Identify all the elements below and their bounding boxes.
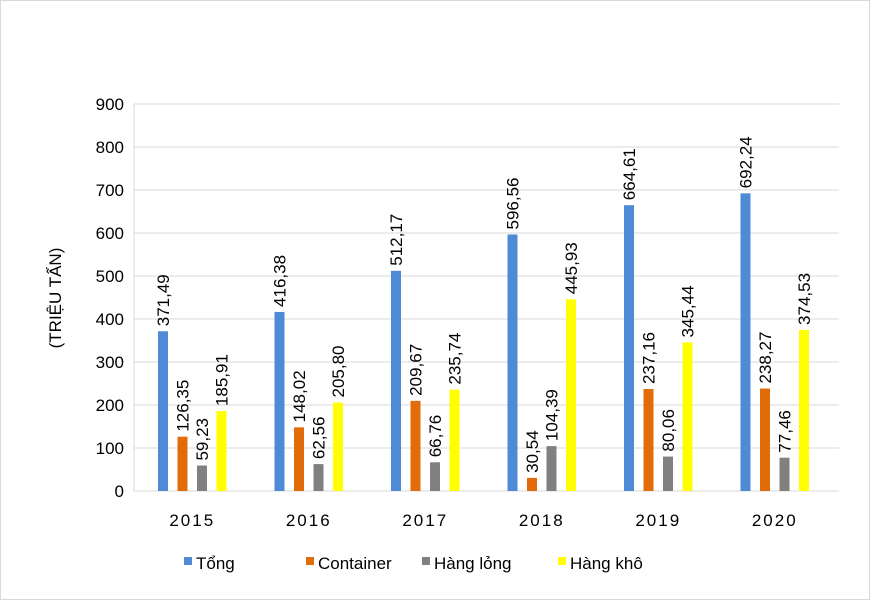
data-label: 238,27 xyxy=(756,332,775,384)
bar-2018-1 xyxy=(527,477,537,491)
y-tick-label: 900 xyxy=(96,95,124,114)
x-tick-label: 2019 xyxy=(635,511,681,530)
legend-label: Hàng khô xyxy=(570,554,643,573)
data-label: 664,61 xyxy=(620,148,639,200)
y-tick-label: 200 xyxy=(96,396,124,415)
y-tick-label: 0 xyxy=(115,482,124,501)
data-label: 104,39 xyxy=(543,389,562,441)
y-axis-label: (TRIỆU TẤN) xyxy=(46,248,65,349)
bar-2016-1 xyxy=(294,427,304,491)
y-tick-label: 400 xyxy=(96,310,124,329)
data-label: 374,53 xyxy=(795,273,814,325)
data-label: 30,54 xyxy=(523,430,542,473)
data-label: 237,16 xyxy=(640,332,659,384)
x-tick-label: 2020 xyxy=(752,511,798,530)
bar-2015-2 xyxy=(197,465,207,491)
legend-swatch xyxy=(184,557,192,565)
legend-label: Tổng xyxy=(196,554,235,573)
x-tick-label: 2018 xyxy=(519,511,565,530)
bar-2015-0 xyxy=(158,331,168,491)
data-label: 185,91 xyxy=(213,354,232,406)
data-label: 596,56 xyxy=(504,177,523,229)
bars xyxy=(158,193,809,492)
data-label: 416,38 xyxy=(271,255,290,307)
data-label: 126,35 xyxy=(174,380,193,432)
data-label: 692,24 xyxy=(737,136,756,188)
bar-2017-2 xyxy=(430,462,440,491)
bar-2020-0 xyxy=(740,193,751,492)
bar-2018-0 xyxy=(507,234,518,492)
data-label: 445,93 xyxy=(562,242,581,294)
x-tick-label: 2016 xyxy=(286,511,332,530)
data-label: 205,80 xyxy=(329,346,348,398)
bar-2015-3 xyxy=(216,411,227,491)
data-label: 512,17 xyxy=(387,214,406,266)
bar-2019-0 xyxy=(624,205,634,491)
legend-swatch xyxy=(306,557,314,565)
x-tick-label: 2015 xyxy=(169,511,215,530)
y-axis-ticks: 0 100 200 300 400 500 600 700 800 900 xyxy=(96,95,124,501)
data-label: 345,44 xyxy=(679,285,698,337)
y-tick-label: 500 xyxy=(96,267,124,286)
gridlines xyxy=(133,103,839,492)
data-label: 235,74 xyxy=(446,333,465,385)
bar-2020-3 xyxy=(799,329,809,491)
legend-swatch xyxy=(422,557,430,565)
legend-label: Container xyxy=(318,554,392,573)
data-label: 209,67 xyxy=(407,344,426,396)
bar-2016-3 xyxy=(333,402,343,491)
bar-2016-2 xyxy=(313,464,324,491)
x-axis-ticks: 2015 2016 2017 2018 2019 2020 xyxy=(169,511,798,530)
data-label: 59,23 xyxy=(193,418,212,461)
y-tick-label: 300 xyxy=(96,353,124,372)
bar-2020-2 xyxy=(779,457,790,491)
y-tick-label: 100 xyxy=(96,439,124,458)
y-tick-label: 600 xyxy=(96,224,124,243)
bar-2016-0 xyxy=(274,311,285,491)
legend-label: Hàng lỏng xyxy=(434,554,512,573)
bar-2017-3 xyxy=(449,389,460,491)
data-label: 77,46 xyxy=(776,410,795,453)
bar-2018-2 xyxy=(546,446,557,491)
bar-2018-3 xyxy=(566,299,576,491)
data-label: 371,49 xyxy=(154,274,173,326)
data-label: 80,06 xyxy=(659,409,678,452)
legend-swatch xyxy=(558,557,566,565)
data-label: 66,76 xyxy=(426,415,445,458)
y-tick-label: 700 xyxy=(96,181,124,200)
data-label: 62,56 xyxy=(310,417,329,460)
bar-2019-3 xyxy=(682,342,693,491)
legend: Tổng Container Hàng lỏng Hàng khô xyxy=(184,554,643,573)
bar-2015-1 xyxy=(177,436,188,491)
bar-2020-1 xyxy=(760,388,770,491)
data-label: 148,02 xyxy=(290,370,309,422)
bar-2019-1 xyxy=(643,389,654,491)
bar-2017-0 xyxy=(391,270,401,491)
bar-2019-2 xyxy=(663,456,673,491)
bar-2017-1 xyxy=(410,400,421,491)
y-tick-label: 800 xyxy=(96,138,124,157)
x-tick-label: 2017 xyxy=(402,511,448,530)
